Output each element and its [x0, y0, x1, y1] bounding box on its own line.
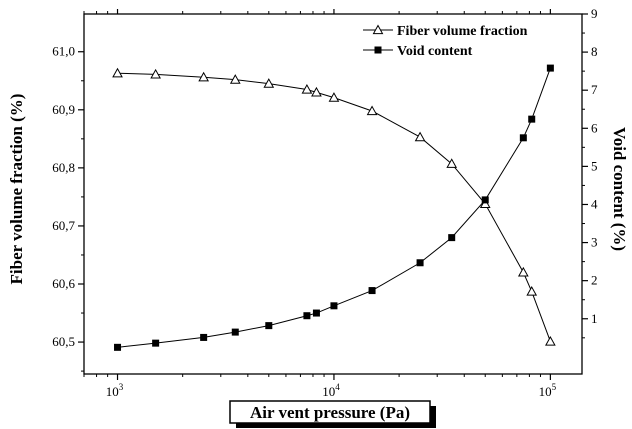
series-1-point-5 — [303, 312, 311, 320]
y-right-tick-label-0: 1 — [591, 311, 598, 326]
series-1-point-14 — [546, 64, 554, 72]
series-0-point-9 — [414, 131, 426, 142]
series-0-point-3 — [229, 74, 241, 84]
series-0-point-14 — [545, 335, 556, 346]
series-0-point-11 — [479, 198, 491, 208]
series-1-point-9 — [416, 259, 424, 267]
series-1-point-10 — [448, 234, 456, 242]
series-1-point-13 — [528, 115, 536, 123]
y-right-tick-label-1: 2 — [591, 273, 598, 288]
series-1-point-3 — [231, 328, 239, 336]
chart-series — [112, 64, 556, 351]
y-left-tick-label-4: 60,9 — [52, 102, 75, 117]
series-1-point-4 — [265, 322, 273, 330]
y-left-tick-label-0: 60,5 — [52, 334, 75, 349]
series-1-point-1 — [152, 339, 160, 347]
legend-marker-1 — [374, 46, 382, 54]
series-1-point-12 — [519, 134, 527, 142]
series-1-point-6 — [312, 309, 320, 317]
legend-label-1: Void content — [397, 44, 473, 59]
series-1-point-11 — [481, 196, 489, 204]
series-0-point-10 — [446, 158, 458, 168]
series-1-point-7 — [330, 302, 338, 310]
series-0-point-1 — [150, 68, 161, 79]
x-axis-title-box: Air vent pressure (Pa) — [229, 400, 436, 428]
y-right-tick-label-7: 8 — [591, 44, 598, 59]
series-0-point-12 — [517, 266, 529, 277]
series-0-point-5 — [301, 83, 313, 94]
y-left-tick-label-3: 60,8 — [52, 160, 75, 175]
plot-frame — [83, 13, 583, 375]
y-left-tick-label-1: 60,6 — [52, 276, 75, 291]
series-1-point-0 — [114, 343, 122, 351]
series-0-point-6 — [311, 86, 322, 97]
y-right-tick-label-6: 7 — [591, 82, 598, 97]
legend-label-0: Fiber volume fraction — [397, 24, 528, 39]
series-0-point-4 — [263, 78, 275, 88]
series-0-point-13 — [526, 286, 538, 296]
series-0-point-2 — [198, 71, 209, 82]
y-axis-left-title: Fiber volume fraction (%) — [7, 94, 26, 285]
y-right-tick-label-8: 9 — [591, 6, 598, 21]
y-right-tick-label-2: 3 — [591, 235, 598, 250]
x-tick-label-1: 104 — [322, 382, 340, 399]
x-axis-title: Air vent pressure (Pa) — [250, 403, 410, 422]
y-left-tick-label-2: 60,7 — [52, 218, 75, 233]
series-1-point-2 — [200, 333, 208, 341]
x-tick-label-0: 103 — [106, 382, 124, 399]
y-right-tick-label-4: 5 — [591, 158, 598, 173]
y-right-tick-label-3: 4 — [591, 196, 598, 211]
y-left-tick-label-5: 61,0 — [52, 44, 75, 59]
y-axis-right-title: Void content (%) — [610, 127, 629, 251]
series-0-point-8 — [366, 105, 378, 116]
series-0-point-0 — [112, 67, 123, 78]
legend-marker-0 — [372, 24, 384, 35]
series-1-point-8 — [368, 287, 376, 295]
x-tick-label-2: 105 — [539, 382, 557, 399]
series-0-point-7 — [328, 92, 340, 102]
chart-legend: Fiber volume fraction Void content — [363, 24, 528, 59]
y-right-tick-label-5: 6 — [591, 120, 598, 135]
chart-axes: 103 104 105 60,5 60,6 60,7 60,8 60,9 61,0 1 2 3 4 5 6 7… — [52, 6, 598, 399]
